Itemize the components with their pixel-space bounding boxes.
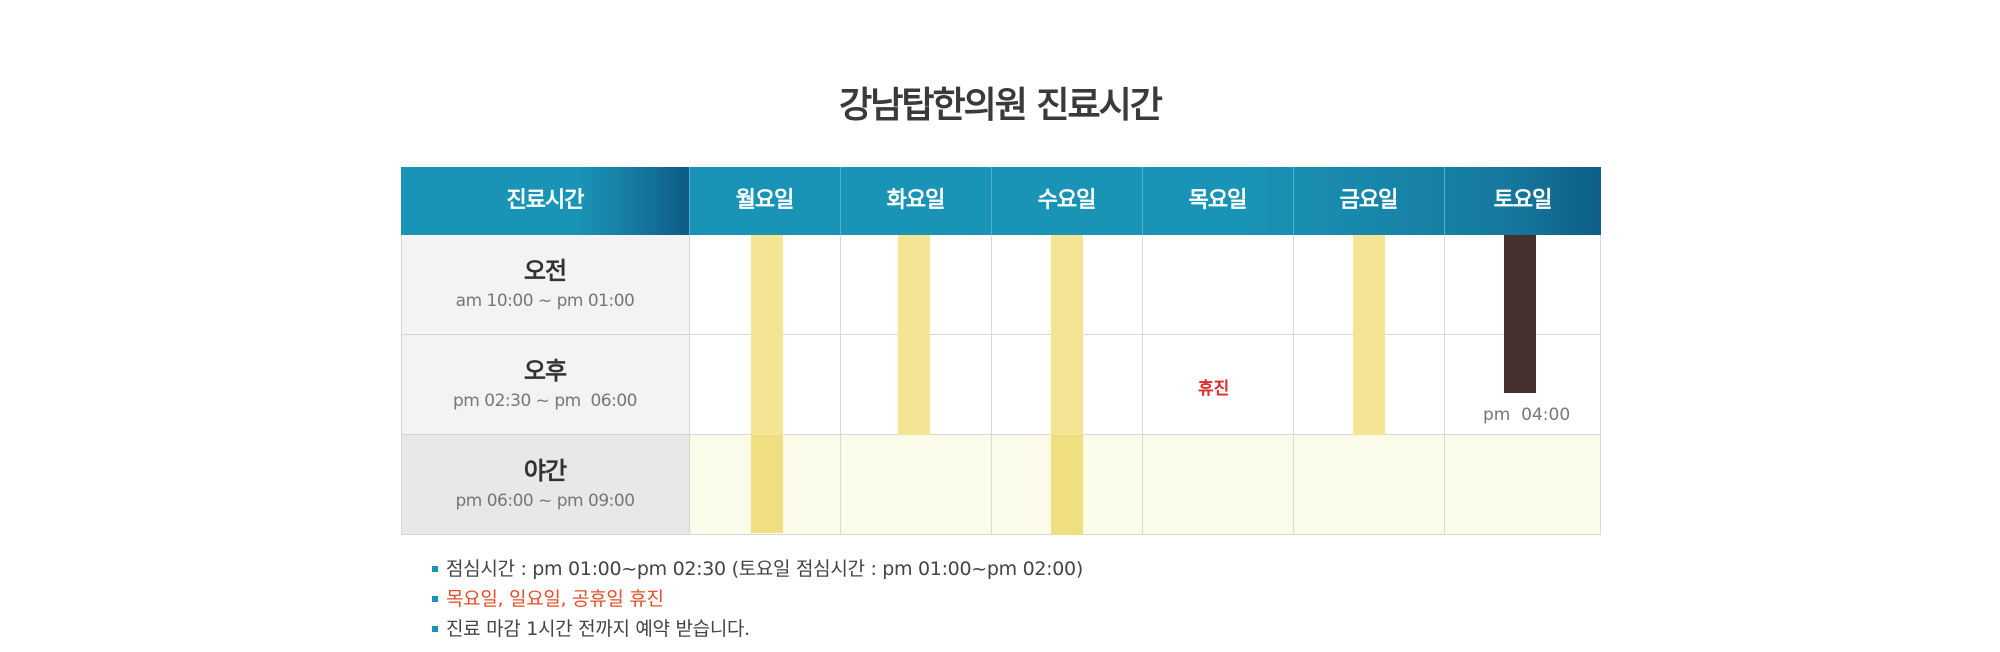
note-holidays: 목요일, 일요일, 공휴일 휴진 bbox=[432, 584, 1083, 614]
row-time-afternoon: pm 02:30 ~ pm 06:00 bbox=[453, 391, 637, 411]
friday-hours-bar bbox=[1353, 235, 1385, 435]
row-name-night: 야간 bbox=[523, 457, 567, 485]
row-name-morning: 오전 bbox=[523, 257, 567, 285]
saturday-end-time: pm 04:00 bbox=[1483, 405, 1571, 425]
row-label-night: 야간 pm 06:00 ~ pm 09:00 bbox=[401, 435, 689, 535]
bullet-icon bbox=[432, 566, 438, 572]
wednesday-night-bar bbox=[1051, 435, 1083, 535]
label-column-night-bg bbox=[401, 435, 689, 535]
grid-line bbox=[1293, 235, 1294, 535]
grid-line bbox=[689, 235, 690, 535]
header-cell-saturday: 토요일 bbox=[1493, 188, 1553, 213]
row-label-afternoon: 오후 pm 02:30 ~ pm 06:00 bbox=[401, 335, 689, 435]
grid-line bbox=[1600, 235, 1601, 535]
grid-line bbox=[1142, 235, 1143, 535]
notes-list: 점심시간 : pm 01:00~pm 02:30 (토요일 점심시간 : pm … bbox=[432, 554, 1083, 644]
label-column-morning-bg bbox=[401, 235, 689, 335]
note-holidays-text: 목요일, 일요일, 공휴일 휴진 bbox=[446, 588, 664, 610]
note-lunch-text: 점심시간 : pm 01:00~pm 02:30 (토요일 점심시간 : pm … bbox=[446, 558, 1083, 580]
page-title: 강남탑한의원 진료시간 bbox=[839, 85, 1163, 126]
note-lunch: 점심시간 : pm 01:00~pm 02:30 (토요일 점심시간 : pm … bbox=[432, 554, 1083, 584]
row-time-morning: am 10:00 ~ pm 01:00 bbox=[455, 291, 635, 311]
thursday-closed-label: 휴진 bbox=[1198, 379, 1230, 399]
grid-line bbox=[401, 235, 402, 535]
tuesday-hours-bar bbox=[898, 235, 930, 435]
header-divider bbox=[840, 167, 841, 235]
night-row-bg bbox=[689, 435, 1601, 535]
header-cell-friday: 금요일 bbox=[1339, 188, 1399, 213]
row-time-night: pm 06:00 ~ pm 09:00 bbox=[455, 491, 635, 511]
bullet-icon bbox=[432, 596, 438, 602]
header-divider bbox=[1444, 167, 1445, 235]
row-label-morning: 오전 am 10:00 ~ pm 01:00 bbox=[401, 235, 689, 335]
monday-night-bar bbox=[751, 435, 783, 533]
monday-hours-bar bbox=[751, 235, 783, 435]
header-divider bbox=[1293, 167, 1294, 235]
grid-line bbox=[991, 235, 992, 535]
grid-line bbox=[401, 334, 1601, 335]
grid-line bbox=[840, 235, 841, 535]
header-cell-wednesday: 수요일 bbox=[1037, 188, 1097, 213]
header-divider bbox=[689, 167, 690, 235]
header-divider bbox=[991, 167, 992, 235]
note-reservation-text: 진료 마감 1시간 전까지 예약 받습니다. bbox=[446, 618, 750, 640]
saturday-hours-bar bbox=[1504, 235, 1536, 393]
header-cell-tuesday: 화요일 bbox=[886, 188, 946, 213]
header-cell-monday: 월요일 bbox=[735, 188, 795, 213]
wednesday-hours-bar bbox=[1051, 235, 1083, 435]
note-reservation: 진료 마감 1시간 전까지 예약 받습니다. bbox=[432, 614, 1083, 644]
grid-line bbox=[401, 434, 1601, 435]
label-column-afternoon-bg bbox=[401, 335, 689, 435]
grid-line bbox=[401, 534, 1601, 535]
table-header: 진료시간 월요일 화요일 수요일 목요일 금요일 토요일 bbox=[401, 167, 1601, 235]
header-cell-hours-bg bbox=[401, 167, 689, 235]
schedule-table: 진료시간 월요일 화요일 수요일 목요일 금요일 토요일 오전 am 10:00… bbox=[401, 167, 1601, 535]
grid-line bbox=[1444, 235, 1445, 535]
header-cell-thursday: 목요일 bbox=[1188, 188, 1248, 213]
bullet-icon bbox=[432, 626, 438, 632]
header-divider bbox=[1142, 167, 1143, 235]
header-cell-hours: 진료시간 bbox=[506, 188, 585, 213]
row-name-afternoon: 오후 bbox=[523, 357, 567, 385]
